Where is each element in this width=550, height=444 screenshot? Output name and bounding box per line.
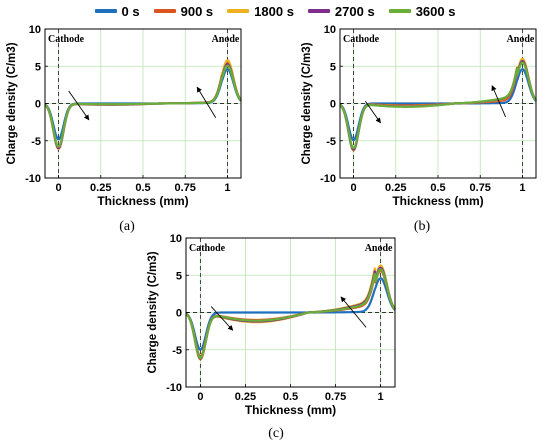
- y-tick-label: -10: [320, 173, 336, 185]
- legend-swatch: [307, 9, 330, 13]
- x-axis-label: Thickness (mm): [97, 194, 188, 208]
- trend-arrow: [491, 85, 506, 118]
- x-tick-label: 0: [350, 182, 356, 194]
- y-tick-label: -5: [31, 136, 41, 148]
- legend-swatch: [153, 9, 176, 13]
- x-tick-label: 0.25: [90, 182, 111, 194]
- x-tick-label: 0.5: [430, 182, 445, 194]
- y-tick-label: 5: [330, 61, 336, 73]
- x-tick-label: 1: [224, 182, 230, 194]
- legend-item: 900 s: [153, 3, 214, 19]
- panel-label: (a): [119, 219, 135, 234]
- x-tick-label: 0: [197, 391, 203, 403]
- trend-arrow: [364, 101, 381, 124]
- x-tick-label: 0: [55, 182, 61, 194]
- y-tick-label: 10: [170, 233, 182, 245]
- legend-swatch: [388, 9, 411, 13]
- panel-label: (c): [268, 426, 284, 441]
- cathode-label: Cathode: [48, 34, 85, 45]
- anode-label: Anode: [365, 243, 393, 254]
- y-tick-label: 0: [330, 99, 336, 111]
- series-line: [185, 277, 396, 351]
- x-tick-label: 0.75: [325, 391, 346, 403]
- legend-label: 900 s: [180, 3, 214, 19]
- x-axis-label: Thickness (mm): [392, 194, 483, 208]
- legend-item: 1800 s: [227, 4, 294, 19]
- y-tick-label: -5: [172, 345, 182, 357]
- legend-item: 2700 s: [307, 3, 375, 19]
- x-tick-label: 0.75: [175, 182, 196, 194]
- y-tick-label: -10: [25, 173, 41, 185]
- y-axis-label: Charge density (C/m3): [6, 42, 18, 164]
- legend-label: 1800 s: [254, 3, 294, 19]
- y-tick-label: 10: [29, 24, 41, 36]
- legend-swatch: [94, 9, 117, 13]
- x-tick-label: 1: [378, 391, 384, 403]
- series-line: [339, 61, 537, 150]
- legend-label: 3600 s: [415, 3, 456, 19]
- legend-item: 3600 s: [388, 3, 456, 19]
- anode-label: Anode: [507, 34, 535, 45]
- y-tick-label: 0: [35, 99, 41, 111]
- y-axis-label: Charge density (C/m3): [147, 251, 159, 373]
- y-tick-label: -10: [166, 382, 182, 394]
- x-tick-label: 0.25: [235, 391, 256, 403]
- y-tick-label: 5: [176, 270, 182, 282]
- cathode-label: Cathode: [189, 243, 226, 254]
- legend-label: 2700 s: [334, 3, 375, 19]
- trend-arrow: [340, 296, 367, 328]
- y-tick-label: 10: [324, 24, 336, 36]
- y-axis-label: Charge density (C/m3): [301, 42, 313, 164]
- chart-panel: 0 0.25 0.5 0.75 1 -10 -5 0 5 10 Thickness (mm) Char…: [6, 24, 242, 234]
- chart-panel: 0 0.25 0.5 0.75 1 -10 -5 0 5 10 Thickness (mm) Char…: [301, 24, 537, 234]
- trend-arrow: [210, 306, 234, 331]
- y-tick-label: 5: [35, 61, 41, 73]
- legend: 0 s 900 s 1800 s 2700 s 3600 s: [0, 0, 550, 22]
- panel-label: (b): [414, 219, 431, 234]
- legend-swatch: [227, 9, 250, 13]
- trend-arrow: [196, 86, 217, 118]
- x-tick-label: 1: [519, 182, 525, 194]
- anode-label: Anode: [212, 34, 240, 45]
- y-tick-label: 0: [176, 308, 182, 320]
- chart-panel: 0 0.25 0.5 0.75 1 -10 -5 0 5 10 Thickness (mm) Char…: [147, 233, 396, 441]
- x-tick-label: 0.5: [135, 182, 150, 194]
- y-tick-label: -5: [326, 136, 336, 148]
- trend-arrow: [68, 90, 90, 121]
- x-axis-label: Thickness (mm): [245, 403, 336, 417]
- cathode-label: Cathode: [343, 34, 380, 45]
- legend-item: 0 s: [94, 3, 140, 19]
- legend-label: 0 s: [121, 3, 140, 19]
- x-tick-label: 0.25: [385, 182, 406, 194]
- x-tick-label: 0.75: [470, 182, 491, 194]
- x-tick-label: 0.5: [283, 391, 298, 403]
